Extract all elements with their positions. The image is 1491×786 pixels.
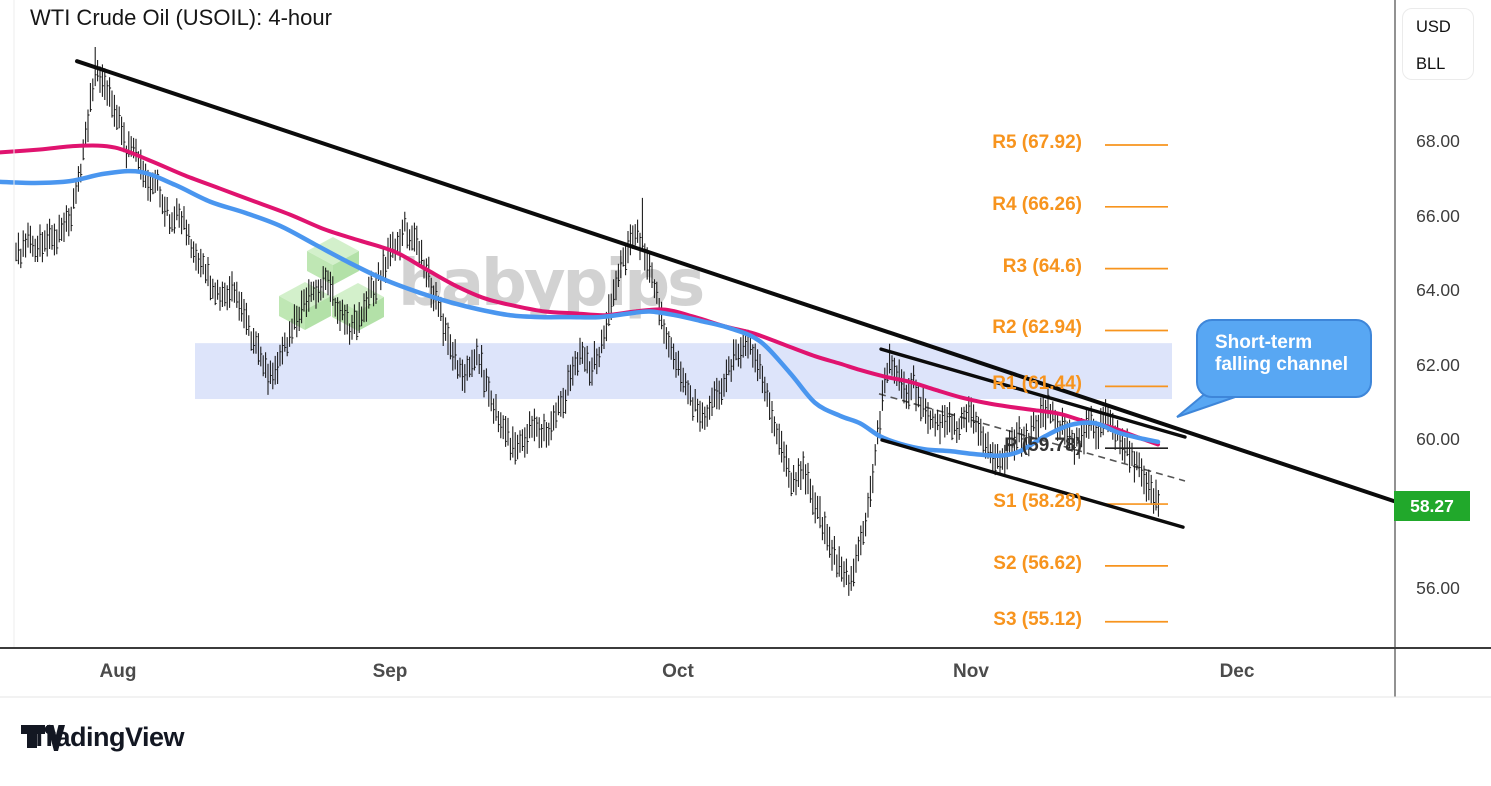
price-bars — [15, 47, 1160, 596]
callout-tail — [1176, 390, 1239, 418]
slow-moving-average — [0, 143, 1160, 447]
fast-moving-average — [0, 168, 1161, 459]
watermark-cube — [279, 282, 331, 330]
major-trendline — [75, 59, 1396, 504]
channel-bottom-line — [880, 438, 1185, 529]
watermark-cube — [307, 237, 359, 285]
channel-top-line — [879, 347, 1187, 439]
